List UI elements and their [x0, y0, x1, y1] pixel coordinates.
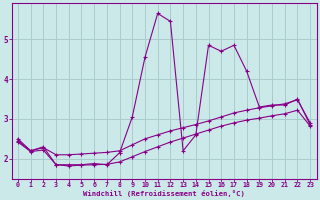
- X-axis label: Windchill (Refroidissement éolien,°C): Windchill (Refroidissement éolien,°C): [83, 190, 245, 197]
